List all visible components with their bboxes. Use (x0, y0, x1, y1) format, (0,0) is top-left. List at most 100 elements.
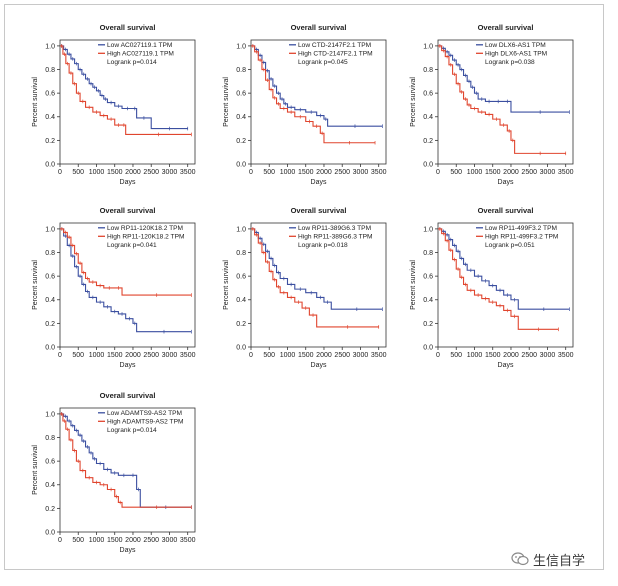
x-tick-label: 3000 (162, 352, 178, 359)
x-tick-label: 0 (249, 169, 253, 176)
y-tick-label: 1.0 (236, 43, 246, 50)
x-tick-label: 3000 (540, 169, 556, 176)
legend-entry: High CTD-2147F2.1 TPM (298, 51, 373, 58)
x-tick-label: 3500 (558, 169, 574, 176)
y-tick-label: 0.2 (423, 138, 433, 145)
y-tick-label: 0.0 (45, 344, 55, 351)
x-tick-label: 1500 (107, 352, 123, 359)
x-tick-label: 1500 (107, 169, 123, 176)
y-tick-label: 0.2 (423, 321, 433, 328)
survival-curve (438, 228, 570, 310)
figure-frame (4, 4, 604, 570)
plot-area (250, 39, 387, 165)
x-tick-label: 2000 (125, 352, 141, 359)
legend-entry: High RP11-389G6.3 TPM (298, 234, 373, 241)
y-tick-label: 0.2 (236, 138, 246, 145)
y-tick-label: 0.4 (423, 114, 433, 121)
y-tick-label: 0.8 (236, 250, 246, 257)
x-tick-label: 3500 (558, 352, 574, 359)
y-tick-label: 0.0 (423, 161, 433, 168)
x-tick-label: 0 (58, 169, 62, 176)
y-tick-label: 0.8 (423, 67, 433, 74)
chart-title: Overall survival (478, 206, 534, 215)
y-tick-label: 1.0 (45, 226, 55, 233)
x-axis-label: Days (498, 179, 514, 186)
x-tick-label: 1500 (298, 352, 314, 359)
chart-title: Overall survival (100, 391, 156, 400)
y-tick-label: 0.2 (236, 321, 246, 328)
survival-chart: Overall survival 0.0 0.2 0.4 0.6 0.8 1.0 0 500 10… (223, 206, 387, 369)
x-tick-label: 500 (450, 169, 462, 176)
legend-entry: High RP11-120K18.2 TPM (107, 234, 184, 241)
x-tick-label: 1000 (89, 352, 105, 359)
y-tick-label: 0.6 (423, 274, 433, 281)
y-tick-label: 0.6 (236, 91, 246, 98)
y-tick-label: 0.6 (423, 91, 433, 98)
x-axis-label: Days (120, 547, 136, 554)
y-axis-label: Percent survival (223, 77, 230, 127)
x-tick-label: 2000 (125, 537, 141, 544)
plot-area (59, 407, 196, 533)
x-tick-label: 2500 (334, 352, 350, 359)
legend-entry: High RP11-499F3.2 TPM (485, 234, 558, 241)
x-tick-label: 2000 (503, 352, 519, 359)
y-tick-label: 0.0 (45, 161, 55, 168)
y-tick-label: 0.4 (45, 114, 55, 121)
legend-entry: Logrank p=0.018 (298, 242, 348, 249)
x-tick-label: 1000 (89, 537, 105, 544)
legend-entry: Low CTD-2147F2.1 TPM (298, 42, 371, 49)
legend-entry: Low AC027119.1 TPM (107, 42, 172, 49)
legend-entry: Logrank p=0.045 (298, 59, 348, 66)
survival-chart: Overall survival 0.0 0.2 0.4 0.6 0.8 1.0 0 500 10… (32, 391, 196, 554)
x-axis-label: Days (311, 362, 327, 369)
chart-title: Overall survival (291, 206, 347, 215)
y-tick-label: 0.6 (236, 274, 246, 281)
survival-curve (60, 228, 192, 296)
x-tick-label: 500 (450, 352, 462, 359)
legend-entry: Low RP11-499F3.2 TPM (485, 225, 557, 232)
x-tick-label: 2000 (316, 352, 332, 359)
x-tick-label: 500 (263, 352, 275, 359)
y-axis-label: Percent survival (32, 77, 39, 127)
x-tick-label: 2500 (143, 352, 159, 359)
x-tick-label: 2000 (503, 169, 519, 176)
y-axis-label: Percent survival (223, 260, 230, 310)
x-tick-label: 2000 (125, 169, 141, 176)
legend-entry: Logrank p=0.038 (485, 59, 535, 66)
y-axis-label: Percent survival (32, 260, 39, 310)
survival-curve (251, 45, 383, 127)
y-tick-label: 0.6 (45, 459, 55, 466)
x-tick-label: 2500 (143, 537, 159, 544)
y-axis-label: Percent survival (410, 77, 417, 127)
x-tick-label: 2500 (143, 169, 159, 176)
legend-entry: Logrank p=0.051 (485, 242, 535, 249)
survival-curve (60, 228, 192, 333)
y-tick-label: 0.0 (236, 161, 246, 168)
y-tick-label: 1.0 (236, 226, 246, 233)
y-tick-label: 0.4 (45, 297, 55, 304)
legend-entry: Logrank p=0.014 (107, 427, 157, 434)
x-tick-label: 0 (436, 352, 440, 359)
y-tick-label: 0.8 (45, 250, 55, 257)
plot-area (437, 222, 574, 348)
x-tick-label: 500 (72, 169, 84, 176)
x-tick-label: 3000 (540, 352, 556, 359)
x-tick-label: 3500 (371, 352, 387, 359)
survival-curve (60, 45, 188, 130)
x-tick-label: 500 (72, 537, 84, 544)
survival-chart: Overall survival 0.0 0.2 0.4 0.6 0.8 1.0 0 500 10… (410, 206, 574, 369)
y-tick-label: 1.0 (45, 43, 55, 50)
x-tick-label: 0 (58, 352, 62, 359)
survival-chart: Overall survival 0.0 0.2 0.4 0.6 0.8 1.0 0 500 10… (410, 23, 574, 186)
x-tick-label: 0 (436, 169, 440, 176)
watermark-text: 生信自学 (533, 553, 586, 569)
x-axis-label: Days (311, 179, 327, 186)
x-tick-label: 3500 (180, 352, 196, 359)
x-tick-label: 500 (72, 352, 84, 359)
legend-entry: High ADAMTS9-AS2 TPM (107, 419, 183, 426)
chart-title: Overall survival (100, 206, 156, 215)
x-axis-label: Days (498, 362, 514, 369)
legend-entry: High DLX6-AS1 TPM (485, 51, 547, 58)
y-tick-label: 0.0 (236, 344, 246, 351)
x-tick-label: 1000 (467, 169, 483, 176)
